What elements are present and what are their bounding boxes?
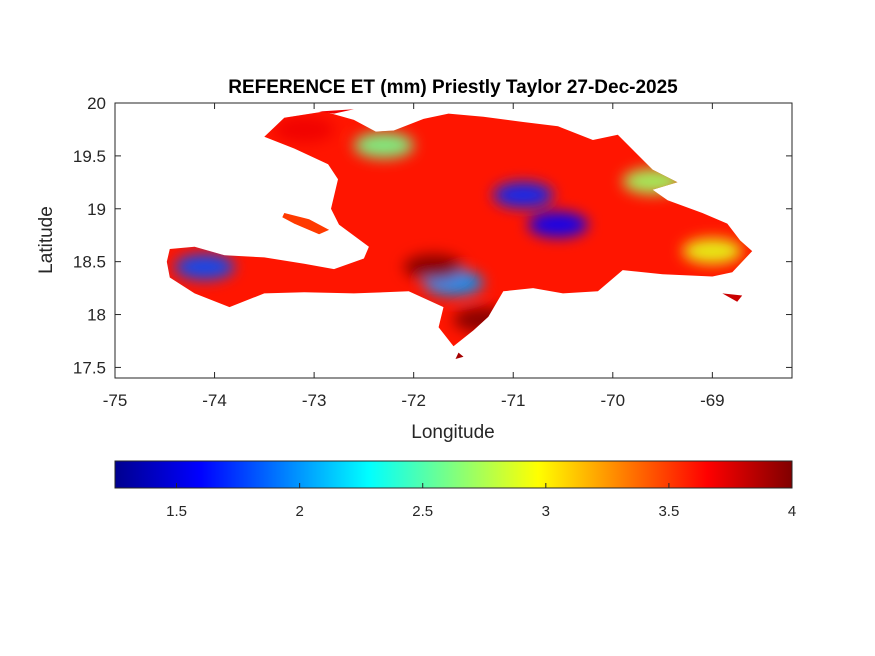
- y-axis: 17.5 18 18.5 19 19.5 20: [73, 94, 792, 377]
- colorbar-tick-label: 4: [788, 503, 796, 520]
- x-tick-label: -75: [103, 391, 128, 410]
- axes-box: [114, 102, 793, 379]
- x-tick-label: -69: [700, 391, 725, 410]
- y-axis-label: Latitude: [36, 206, 57, 274]
- y-tick-label: 18: [87, 306, 106, 325]
- x-tick-label: -73: [302, 391, 327, 410]
- feature-spot-6: [682, 238, 743, 265]
- colorbar-tick-label: 1.5: [166, 503, 187, 520]
- region-4: [722, 293, 743, 302]
- feature-spot-0: [174, 253, 235, 280]
- region-1: [282, 213, 330, 235]
- feature-spot-7: [403, 253, 464, 280]
- region-0: [166, 111, 753, 347]
- colorbar-tick-label: 3.5: [658, 503, 679, 520]
- colorbar-ticks: 1.5 2 2.5 3 3.5 4: [166, 483, 796, 520]
- feature-spot-8: [274, 116, 335, 143]
- colorbar-tick-label: 2.5: [412, 503, 433, 520]
- x-tick-label: -71: [501, 391, 526, 410]
- x-tick-label: -72: [401, 391, 426, 410]
- y-tick-label: 18.5: [73, 253, 106, 272]
- region-3: [455, 352, 464, 359]
- x-tick-label: -74: [202, 391, 227, 410]
- x-axis: -75 -74 -73 -72 -71 -70 -69: [103, 103, 725, 410]
- y-tick-label: 19: [87, 200, 106, 219]
- chart-title: REFERENCE ET (mm) Priestly Taylor 27-Dec…: [228, 77, 678, 98]
- x-tick-label: -70: [601, 391, 626, 410]
- colorbar: [114, 460, 793, 489]
- y-tick-label: 19.5: [73, 147, 106, 166]
- feature-spot-2: [493, 182, 554, 209]
- y-tick-label: 20: [87, 94, 106, 113]
- colorbar-tick-label: 3: [542, 503, 550, 520]
- feature-spot-3: [528, 211, 589, 238]
- x-axis-label: Longitude: [411, 422, 494, 443]
- colorbar-tick-label: 2: [295, 503, 303, 520]
- feature-spot-5: [353, 132, 414, 159]
- y-tick-label: 17.5: [73, 358, 106, 377]
- region-2: [319, 109, 354, 114]
